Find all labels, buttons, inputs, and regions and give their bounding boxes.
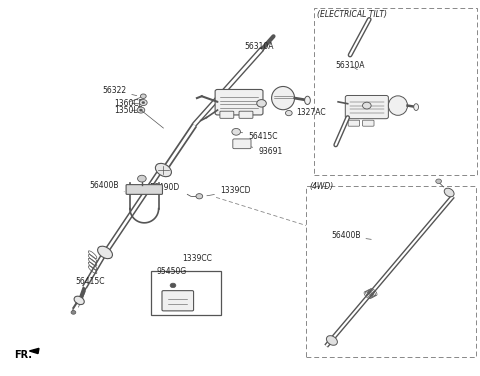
FancyBboxPatch shape — [220, 111, 234, 118]
Text: 1327AC: 1327AC — [290, 108, 325, 117]
Circle shape — [142, 102, 145, 104]
Text: 56310A: 56310A — [336, 61, 365, 70]
Text: 56415C: 56415C — [240, 132, 277, 141]
FancyBboxPatch shape — [126, 185, 162, 194]
Ellipse shape — [97, 246, 112, 259]
Text: 1350LE: 1350LE — [115, 106, 143, 115]
Text: 56490D: 56490D — [144, 183, 180, 192]
FancyBboxPatch shape — [233, 139, 251, 149]
Ellipse shape — [305, 96, 311, 105]
FancyBboxPatch shape — [215, 89, 263, 115]
Text: 56415C: 56415C — [75, 277, 104, 307]
Circle shape — [436, 179, 442, 183]
Circle shape — [170, 283, 176, 288]
Ellipse shape — [156, 163, 171, 177]
FancyBboxPatch shape — [162, 291, 193, 311]
Circle shape — [137, 107, 145, 113]
Text: FR.: FR. — [14, 350, 32, 360]
Circle shape — [286, 111, 292, 116]
Polygon shape — [29, 348, 39, 353]
Text: 56400B: 56400B — [89, 180, 124, 192]
Circle shape — [138, 175, 146, 182]
Bar — [306, 186, 476, 356]
Ellipse shape — [74, 296, 84, 305]
Ellipse shape — [272, 86, 295, 110]
Circle shape — [140, 109, 143, 111]
Text: 1339CD: 1339CD — [207, 186, 251, 196]
Ellipse shape — [414, 104, 419, 111]
Text: 93691: 93691 — [245, 146, 282, 156]
Circle shape — [141, 94, 146, 99]
Text: 56310A: 56310A — [245, 42, 274, 51]
Text: 56400B: 56400B — [331, 232, 371, 240]
Circle shape — [257, 100, 266, 107]
Circle shape — [196, 194, 203, 199]
Circle shape — [140, 100, 147, 106]
FancyBboxPatch shape — [362, 120, 374, 126]
Ellipse shape — [326, 336, 337, 345]
Text: 1360CF: 1360CF — [115, 99, 144, 108]
Circle shape — [232, 129, 240, 135]
Circle shape — [71, 311, 76, 314]
Bar — [314, 8, 477, 175]
FancyBboxPatch shape — [348, 120, 360, 126]
FancyBboxPatch shape — [239, 111, 253, 118]
Text: (ELECTRICAL TILT): (ELECTRICAL TILT) — [317, 11, 386, 20]
Text: (4WD): (4WD) — [310, 182, 334, 191]
Circle shape — [362, 102, 371, 109]
FancyBboxPatch shape — [345, 96, 388, 119]
Text: 56322: 56322 — [102, 86, 137, 96]
Ellipse shape — [388, 96, 408, 115]
Bar — [152, 271, 221, 315]
Text: 1339CC: 1339CC — [182, 254, 213, 263]
Text: 95450G: 95450G — [156, 267, 187, 276]
Ellipse shape — [444, 188, 454, 197]
